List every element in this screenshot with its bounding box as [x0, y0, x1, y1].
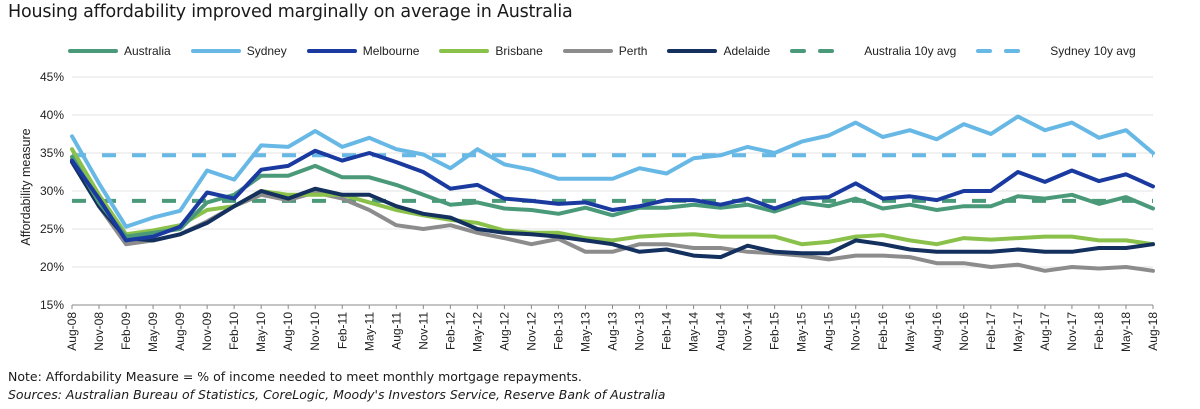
x-tick-label: Feb-18	[1092, 312, 1106, 350]
x-tick-label: Nov-17	[1065, 312, 1079, 351]
chart-legend: Australia Sydney Melbourne Brisbane Pert…	[68, 41, 1156, 61]
x-tick-label: Nov-08	[92, 312, 106, 351]
x-tick-label: May-11	[362, 312, 376, 351]
legend-item-australia: Australia	[68, 44, 171, 58]
series-lines	[70, 114, 1155, 273]
legend-item-sydney-10y-avg: Sydney 10y avg	[976, 44, 1136, 58]
x-tick-label: Aug-16	[930, 312, 944, 351]
legend-item-brisbane: Brisbane	[439, 44, 543, 58]
legend-label: Sydney 10y avg	[1050, 44, 1136, 58]
x-tick-label: Feb-11	[335, 312, 349, 349]
x-tick-label: Nov-13	[633, 312, 647, 351]
sources-note: Sources: Australian Bureau of Statistics…	[8, 387, 666, 402]
legend-label: Perth	[618, 44, 648, 58]
chart-title: Housing affordability improved marginall…	[8, 2, 573, 22]
legend-label: Adelaide	[723, 44, 771, 58]
x-tick-label: Feb-14	[660, 312, 674, 350]
legend-swatch	[790, 49, 850, 53]
legend-label: Australia 10y avg	[864, 44, 957, 58]
x-tick-label: Aug-12	[497, 312, 511, 351]
x-tick-label: Aug-13	[606, 312, 620, 351]
series-line-melbourne	[70, 148, 1155, 243]
x-axis: Aug-08 Nov-08 Feb-09 May-09 Aug-09 Nov-09 Feb-…	[65, 304, 1160, 352]
x-tick-label: Nov-12	[524, 312, 538, 351]
legend-item-australia-10y-avg: Australia 10y avg	[790, 44, 956, 58]
x-tick-label: Aug-10	[281, 312, 295, 351]
x-tick-label: Aug-15	[822, 312, 836, 351]
x-tick-label: Feb-13	[551, 312, 565, 350]
footnote: Note: Affordability Measure = % of incom…	[8, 369, 582, 384]
legend-label: Melbourne	[362, 44, 420, 58]
x-tick-label: Aug-11	[389, 312, 403, 350]
x-tick-label: May-14	[687, 312, 701, 352]
legend-swatch	[562, 49, 613, 53]
x-tick-label: Feb-17	[984, 312, 998, 350]
x-tick-label: Feb-09	[119, 312, 133, 350]
x-tick-label: Nov-11	[416, 312, 430, 350]
legend-swatch	[68, 49, 118, 53]
x-tick-label: Feb-16	[876, 312, 890, 350]
legend-label: Australia	[124, 44, 171, 58]
y-tick-label: 15%	[40, 298, 64, 312]
series-line-perth	[70, 157, 1155, 273]
x-tick-label: Aug-17	[1038, 312, 1052, 351]
x-tick-label: Nov-10	[308, 312, 322, 351]
legend-item-adelaide: Adelaide	[667, 44, 770, 58]
legend-label: Sydney	[246, 44, 287, 58]
series-line-sydney	[70, 114, 1155, 229]
x-tick-label: May-15	[795, 312, 809, 352]
x-tick-label: Feb-10	[227, 312, 241, 350]
x-tick-label: Nov-16	[957, 312, 971, 351]
x-tick-label: Feb-12	[443, 312, 457, 350]
x-tick-label: May-10	[254, 312, 268, 352]
y-tick-label: 35%	[40, 146, 64, 160]
legend-item-melbourne: Melbourne	[306, 44, 420, 58]
x-tick-label: Aug-18	[1146, 312, 1160, 351]
legend-swatch	[306, 49, 357, 53]
legend-item-perth: Perth	[562, 44, 648, 58]
x-tick-label: May-13	[578, 312, 592, 352]
x-tick-label: Feb-15	[768, 312, 782, 350]
x-tick-label: Aug-09	[173, 312, 187, 351]
x-tick-label: May-12	[470, 312, 484, 352]
x-tick-label: Nov-14	[741, 312, 755, 351]
x-tick-label: Nov-09	[200, 312, 214, 351]
x-tick-label: Aug-08	[65, 312, 79, 351]
legend-swatch	[667, 49, 718, 53]
legend-label: Brisbane	[495, 44, 543, 58]
x-tick-label: Aug-14	[714, 312, 728, 351]
x-tick-label: May-09	[146, 312, 160, 352]
legend-item-sydney: Sydney	[190, 44, 287, 58]
legend-swatch	[976, 49, 1036, 53]
y-axis-ticks: 15% 20% 25% 30% 35% 40% 45%	[40, 70, 64, 312]
x-tick-label: Nov-15	[849, 312, 863, 351]
y-tick-label: 30%	[40, 184, 64, 198]
x-tick-label: May-18	[1119, 312, 1133, 352]
y-tick-label: 25%	[40, 222, 64, 236]
x-tick-label: May-16	[903, 312, 917, 352]
legend-swatch	[439, 49, 490, 53]
series-line-adelaide	[70, 160, 1155, 260]
y-tick-label: 40%	[40, 108, 64, 122]
y-tick-label: 45%	[40, 70, 64, 84]
legend-swatch	[190, 49, 241, 53]
y-tick-label: 20%	[40, 260, 64, 274]
x-tick-label: May-17	[1011, 312, 1025, 352]
